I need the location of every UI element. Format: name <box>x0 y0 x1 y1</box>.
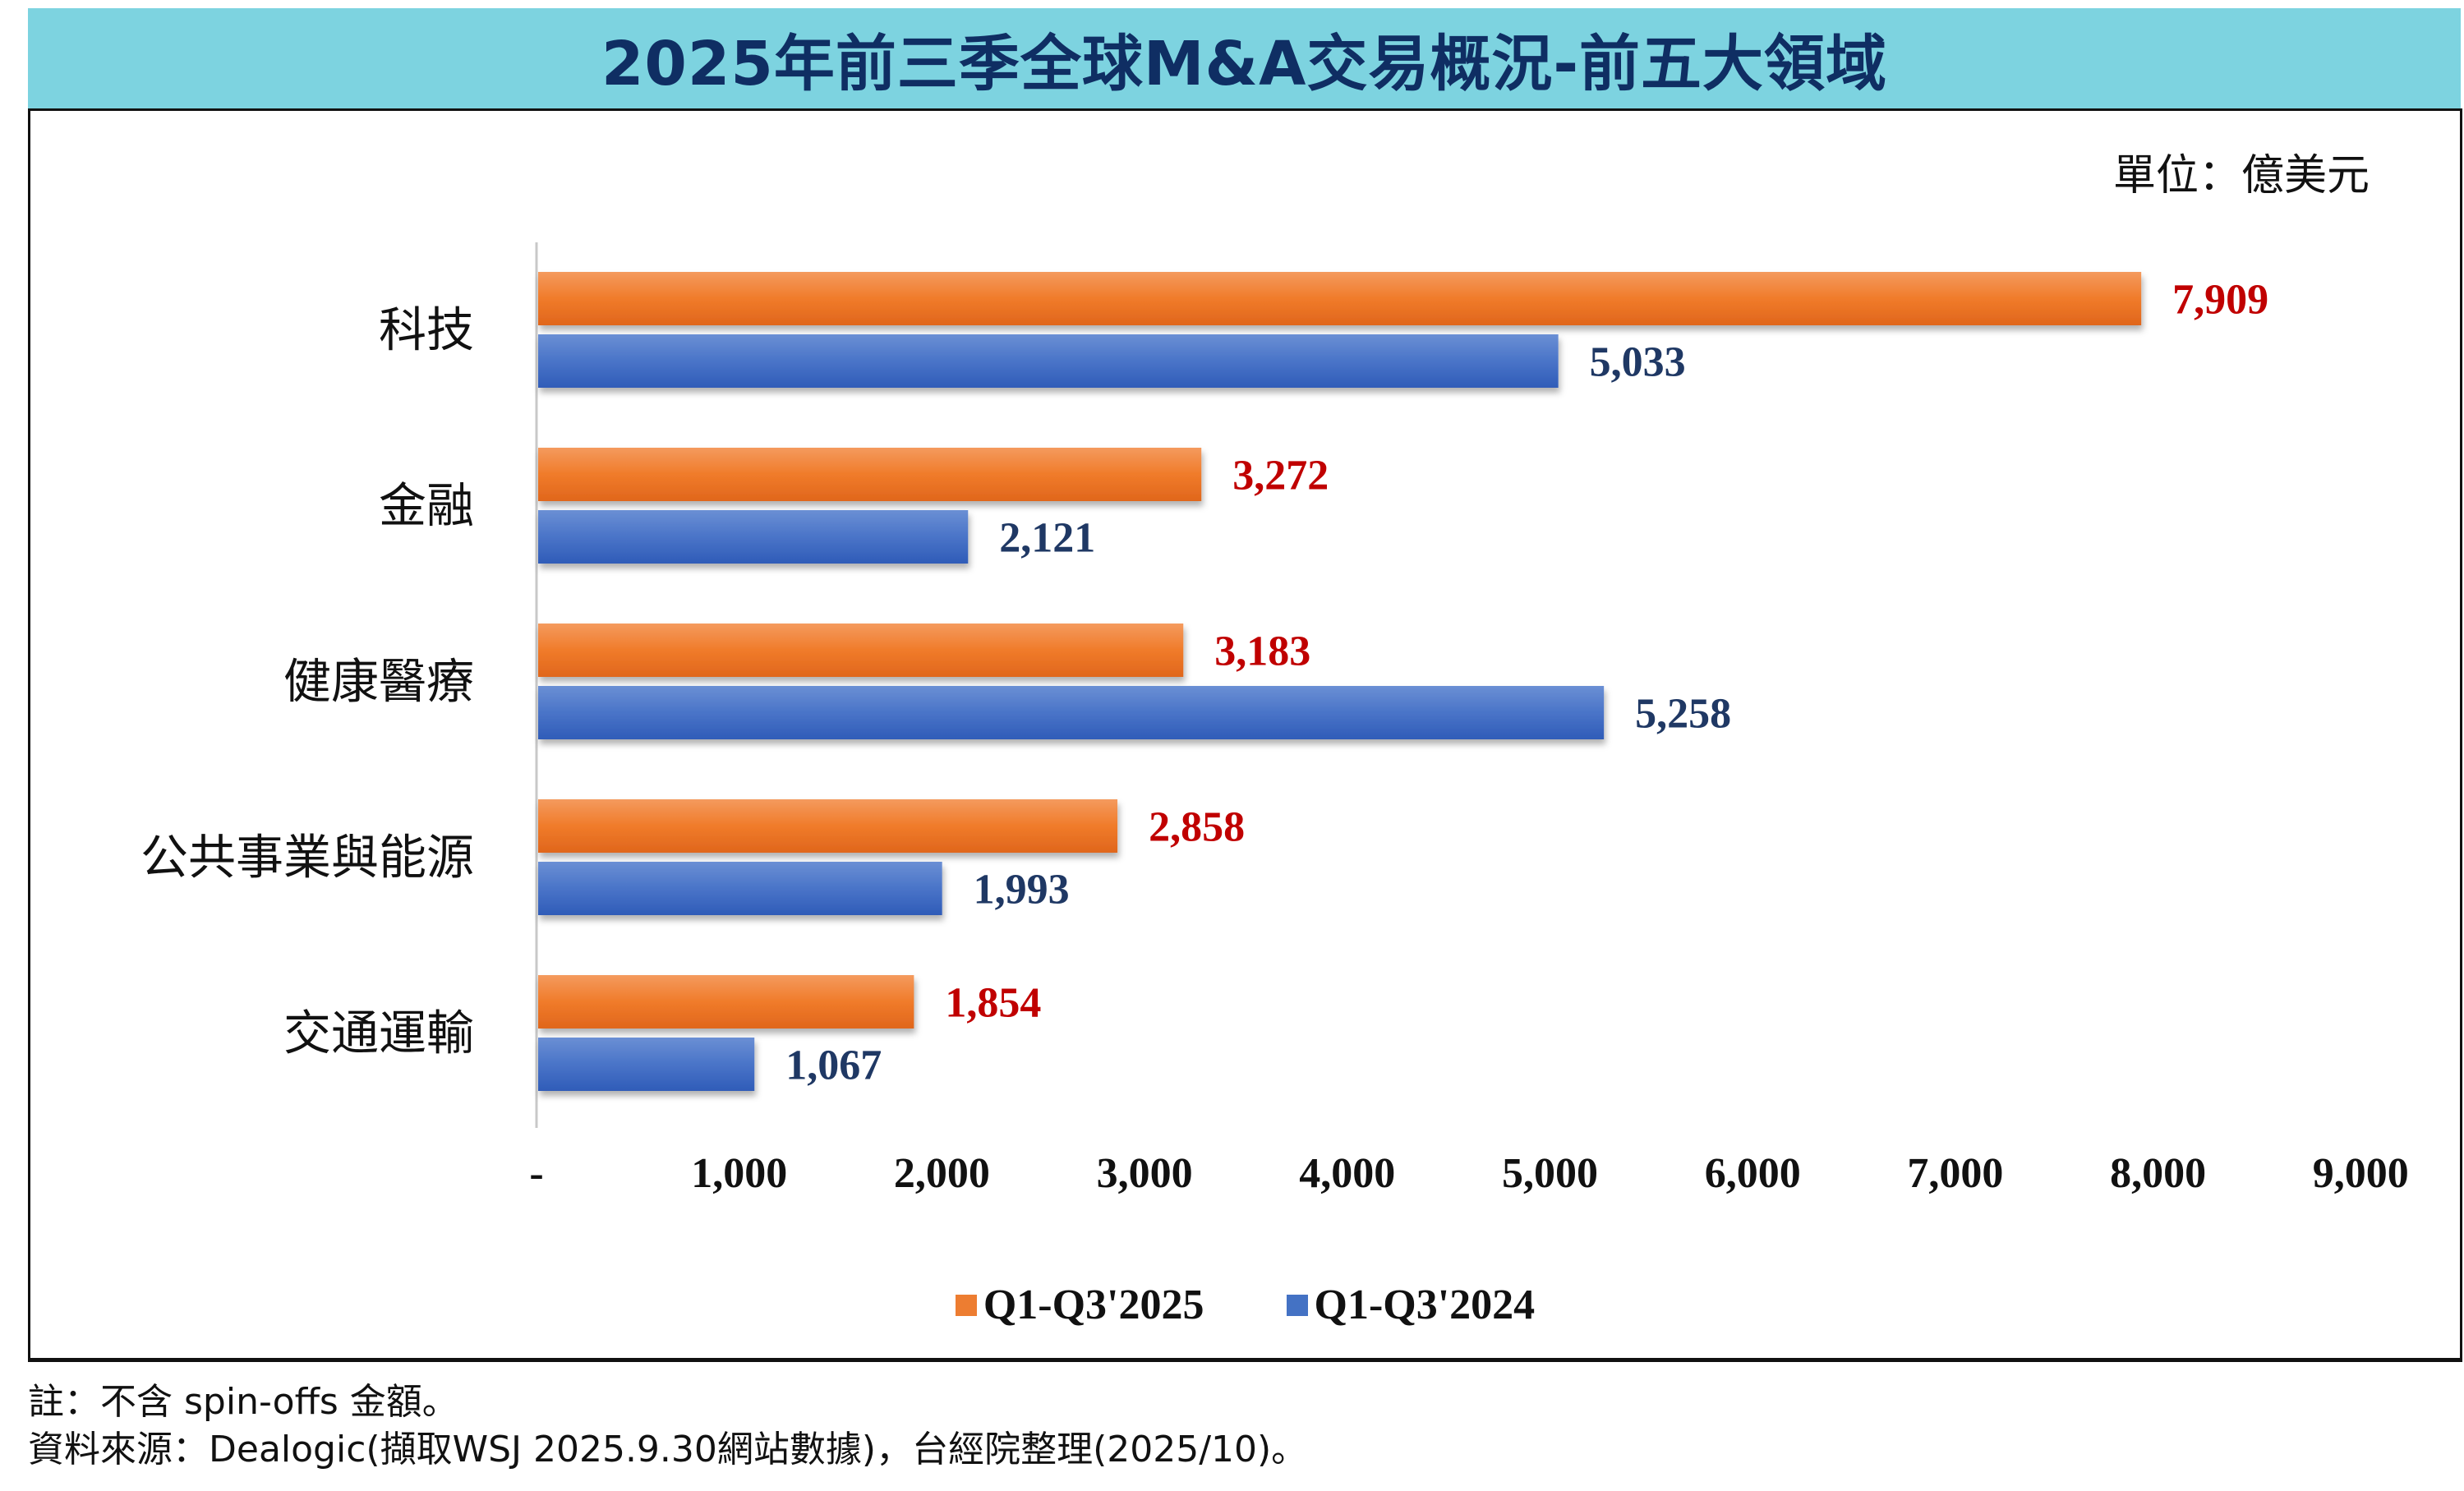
data-label: 2,858 <box>1149 804 1245 851</box>
legend-item-2024: Q1-Q3'2024 <box>1286 1281 1536 1329</box>
legend-label: Q1-Q3'2024 <box>1314 1282 1536 1328</box>
x-tick-label: 5,000 <box>1502 1150 1598 1197</box>
x-tick-label: 1,000 <box>691 1150 787 1197</box>
chart-area: 單位：億美元 科技 7,909 5,033 金融 3,272 2,121 健康醫療 3,183… <box>28 108 2462 1362</box>
x-tick-label: 9,000 <box>2313 1150 2409 1197</box>
bar-2025 <box>538 975 914 1029</box>
bar-2024 <box>538 862 942 915</box>
x-tick-label: 7,000 <box>1907 1150 2003 1197</box>
chart-title: 2025年前三季全球M&A交易概況-前五大領域 <box>601 28 1888 99</box>
source-note: 資料來源：Dealogic(擷取WSJ 2025.9.30網站數據)，台經院整理… <box>28 1429 1308 1470</box>
x-tick-label: 4,000 <box>1299 1150 1395 1197</box>
bar-2024 <box>538 686 1605 739</box>
bar-2025 <box>538 624 1184 677</box>
unit-label: 單位：億美元 <box>2112 151 2370 200</box>
x-tick-label: 3,000 <box>1097 1150 1193 1197</box>
data-label: 1,067 <box>785 1042 882 1089</box>
data-label: 2,121 <box>999 515 1095 562</box>
bar-chart: 科技 7,909 5,033 金融 3,272 2,121 健康醫療 3,183 5,258 公共… <box>140 242 2409 1197</box>
legend: Q1-Q3'2025 Q1-Q3'2024 <box>30 1281 2460 1329</box>
category-label: 金融 <box>379 478 474 534</box>
data-label: 5,033 <box>1590 339 1686 386</box>
data-label: 3,272 <box>1232 453 1329 499</box>
legend-swatch-blue <box>1286 1294 1308 1316</box>
x-tick-label: - <box>529 1150 543 1197</box>
legend-swatch-orange <box>955 1294 977 1316</box>
chart-title-bar: 2025年前三季全球M&A交易概況-前五大領域 <box>28 8 2461 108</box>
footnote: 註：不含 spin-offs 金額。 <box>28 1381 458 1423</box>
bar-2024 <box>538 334 1559 388</box>
category-label: 公共事業與能源 <box>140 830 474 886</box>
data-label: 7,909 <box>2172 277 2268 324</box>
x-tick-label: 2,000 <box>894 1150 990 1197</box>
legend-item-2025: Q1-Q3'2025 <box>955 1281 1204 1329</box>
data-label: 5,258 <box>1635 691 1731 738</box>
bar-2024 <box>538 510 969 564</box>
data-label: 1,993 <box>974 867 1070 913</box>
bar-2025 <box>538 272 2142 325</box>
x-tick-label: 6,000 <box>1705 1150 1801 1197</box>
bar-2024 <box>538 1038 755 1091</box>
data-label: 1,854 <box>945 980 1041 1027</box>
bar-2025 <box>538 799 1118 853</box>
x-tick-label: 8,000 <box>2110 1150 2206 1197</box>
category-label: 交通運輸 <box>283 1006 474 1061</box>
category-label: 健康醫療 <box>283 654 474 710</box>
data-label: 3,183 <box>1214 628 1310 675</box>
bar-2025 <box>538 448 1202 501</box>
category-label: 科技 <box>379 302 474 358</box>
legend-label: Q1-Q3'2025 <box>983 1282 1204 1328</box>
